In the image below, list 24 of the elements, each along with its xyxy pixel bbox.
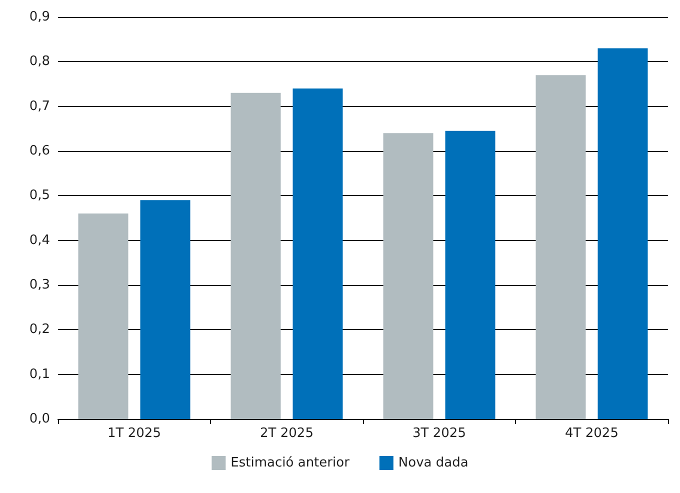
y-tick-label: 0,6 (29, 144, 50, 158)
bar (292, 88, 343, 419)
bar (598, 48, 648, 419)
bar (78, 214, 128, 419)
x-tick-label: 3T 2025 (412, 426, 466, 441)
legend-label: Nova dada (398, 456, 468, 470)
y-tick-label: 0,4 (29, 232, 50, 248)
x-tick-label: 4T 2025 (565, 426, 618, 441)
bar (445, 130, 496, 419)
y-tick-label: 0,1 (29, 366, 50, 382)
x-tick-label: 2T 2025 (260, 426, 314, 441)
y-tick-label: 0,3 (29, 278, 50, 292)
bar (140, 200, 190, 419)
y-tick-label: 0,7 (29, 98, 50, 114)
y-tick-label: 0,9 (29, 10, 50, 24)
y-tick-label: 0,0 (29, 412, 50, 426)
y-tick-label: 0,5 (29, 188, 50, 204)
y-tick-label: 0,2 (29, 322, 50, 338)
legend-label: Estimació anterior (230, 456, 350, 470)
bar (536, 75, 586, 419)
x-tick-label: 1T 2025 (108, 426, 161, 441)
y-tick-label: 0,8 (29, 54, 50, 70)
bar (383, 133, 434, 419)
bar (230, 92, 281, 419)
